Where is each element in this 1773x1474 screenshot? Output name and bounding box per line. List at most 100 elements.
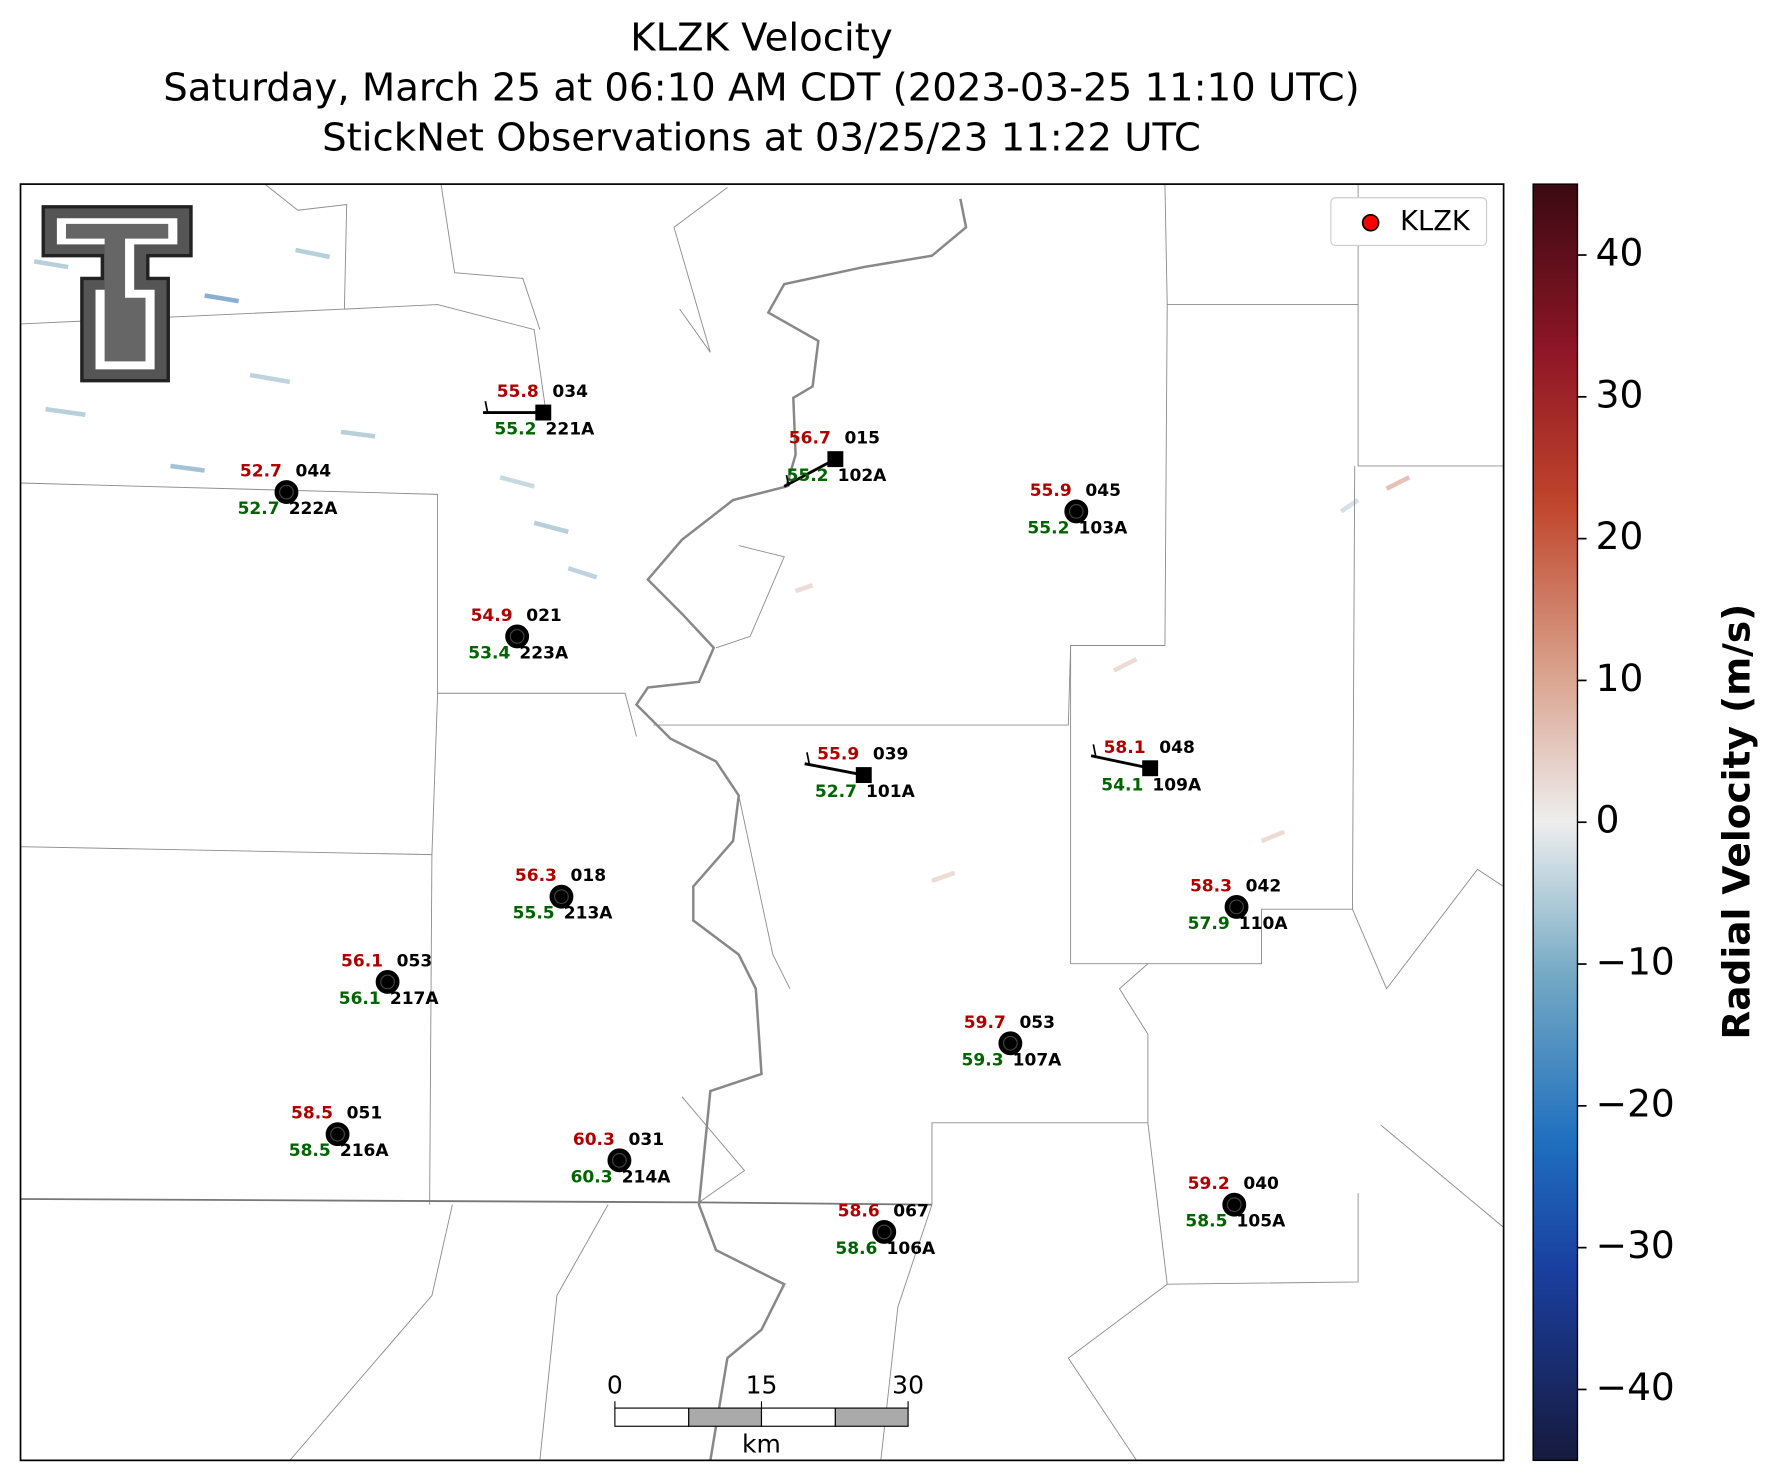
station: 56.3 018 55.5 213A	[513, 866, 614, 924]
station-marker	[1142, 760, 1159, 777]
legend: KLZK	[1330, 197, 1488, 247]
dewpoint: 58.6	[835, 1239, 877, 1259]
wind-code: 034	[552, 382, 588, 402]
station-id: 105A	[1237, 1212, 1287, 1232]
scale-tick-label: 15	[746, 1370, 778, 1399]
calm-ring	[380, 974, 395, 990]
station-id: 216A	[340, 1141, 390, 1161]
dewpoint: 53.4	[468, 643, 510, 663]
station: 60.3 031 60.3 214A	[571, 1130, 672, 1188]
radar-echoes	[33, 225, 1411, 883]
scale-tick-label: 0	[607, 1370, 623, 1399]
title: KLZK Velocity	[630, 15, 892, 60]
station: 59.7 053 59.3 107A	[962, 1013, 1063, 1071]
station: 58.1 048 54.1 109A	[1090, 738, 1202, 795]
temperature: 59.7	[964, 1013, 1006, 1033]
temperature: 54.9	[471, 606, 513, 626]
colorbar-tick-label: 20	[1596, 514, 1644, 558]
basemap	[20, 184, 1504, 1461]
wind-barb	[783, 457, 837, 488]
calm-ring	[279, 484, 294, 500]
legend-marker	[1361, 213, 1380, 232]
station: 55.9 039 52.7 101A	[804, 745, 916, 802]
station-id: 217A	[390, 989, 440, 1009]
temperature: 58.6	[838, 1201, 880, 1221]
colorbar-tick-label: −20	[1596, 1081, 1675, 1125]
calm-ring	[876, 1224, 892, 1240]
calm-ring	[1068, 504, 1084, 519]
station-id: 223A	[519, 643, 569, 663]
barb-flag	[1092, 744, 1097, 756]
calm-ring	[509, 629, 525, 644]
colorbar: Radial Velocity (m/s) −40 −30 −20 −10 0 10 20 3…	[1532, 183, 1758, 1462]
colorbar-tick-label: 40	[1596, 231, 1644, 275]
station-id: 213A	[564, 904, 614, 924]
temperature: 56.3	[515, 866, 557, 886]
station: 56.1 053 56.1 217A	[339, 951, 440, 1009]
calm-ring	[1226, 1197, 1242, 1213]
dewpoint: 59.3	[962, 1050, 1004, 1070]
station-marker	[827, 451, 844, 468]
station-marker	[607, 1148, 632, 1173]
dewpoint: 52.7	[815, 782, 857, 802]
scale-unit: km	[742, 1430, 781, 1459]
legend-box	[1330, 197, 1488, 247]
colorbar-tick-label: 30	[1596, 372, 1644, 416]
temperature: 55.9	[817, 745, 859, 765]
station: 52.7 044 52.7 222A	[238, 462, 339, 520]
station-marker	[855, 767, 872, 784]
dewpoint: 58.5	[1185, 1212, 1227, 1232]
colorbar-label: Radial Velocity (m/s)	[1714, 604, 1758, 1040]
colorbar-tick-label: −40	[1596, 1365, 1675, 1409]
wind-barb	[1090, 754, 1151, 770]
station: 58.3 042 57.9 110A	[1188, 876, 1289, 934]
station-marker	[998, 1031, 1023, 1056]
station-id: 214A	[622, 1167, 672, 1187]
logo	[41, 205, 193, 383]
subtitle: Saturday, March 25 at 06:10 AM CDT (2023…	[163, 65, 1359, 110]
station-id: 110A	[1239, 914, 1289, 934]
station-marker	[872, 1219, 897, 1244]
station-marker	[1064, 499, 1089, 524]
calm-ring	[554, 889, 569, 905]
station-marker	[1224, 894, 1249, 919]
wind-code: 045	[1085, 481, 1121, 501]
station-marker	[505, 624, 530, 649]
station-marker	[325, 1122, 350, 1147]
barb-flag	[806, 752, 811, 764]
dewpoint: 52.7	[238, 499, 280, 519]
barb-flag	[484, 401, 489, 413]
wind-code: 040	[1243, 1174, 1279, 1194]
station-marker	[549, 884, 574, 909]
temperature: 58.3	[1190, 876, 1232, 896]
wind-code: 031	[629, 1130, 665, 1150]
station-marker	[1222, 1192, 1247, 1217]
station-id: 103A	[1079, 518, 1129, 538]
station: 54.9 021 53.4 223A	[468, 606, 569, 664]
station-id: 221A	[546, 420, 596, 440]
dewpoint: 57.9	[1188, 914, 1230, 934]
station-marker	[535, 404, 552, 421]
station-id: 222A	[289, 499, 339, 519]
station: 59.2 040 58.5 105A	[1185, 1174, 1286, 1232]
station: 56.7 015 55.2 102A	[783, 429, 887, 488]
wind-code: 067	[893, 1201, 929, 1221]
station-marker	[274, 480, 299, 505]
calm-ring	[612, 1152, 627, 1168]
wind-code: 021	[526, 606, 562, 626]
wind-code: 015	[844, 429, 880, 449]
wind-code: 053	[1019, 1013, 1055, 1033]
dewpoint: 56.1	[339, 989, 381, 1009]
temperature: 60.3	[573, 1130, 615, 1150]
colorbar-scale	[1532, 183, 1579, 1462]
wind-barb	[804, 762, 865, 777]
temperature: 59.2	[1188, 1174, 1230, 1194]
wind-code: 039	[873, 745, 909, 765]
wind-code: 051	[347, 1104, 383, 1124]
temperature: 56.7	[789, 429, 831, 449]
dewpoint: 54.1	[1101, 775, 1143, 795]
scale-tick-label: 30	[892, 1370, 924, 1399]
colorbar-tick-label: 10	[1596, 656, 1644, 700]
